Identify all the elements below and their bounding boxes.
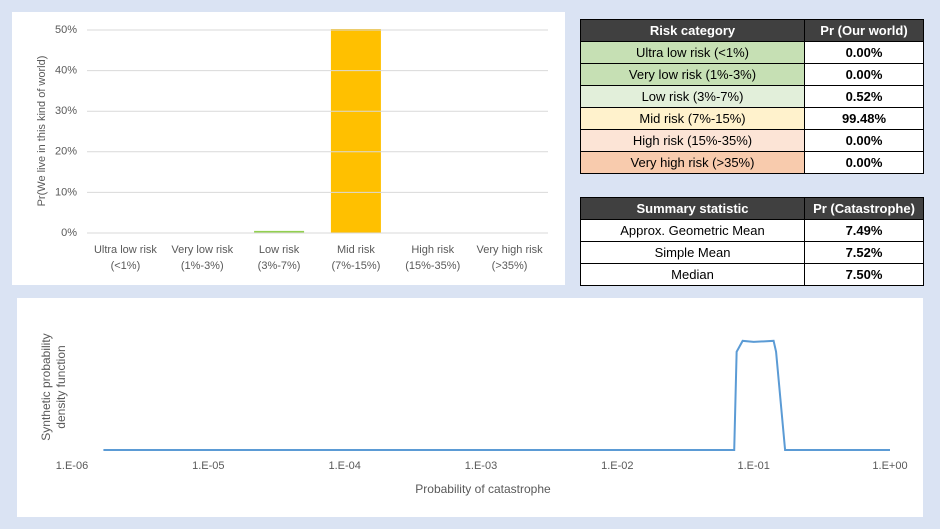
label-cell: Mid risk (7%-15%)	[580, 107, 805, 130]
y-tick-label: 0%	[61, 227, 77, 239]
y-tick-label: 30%	[55, 105, 77, 117]
y-tick-label: 10%	[55, 186, 77, 198]
value-cell: 7.50%	[804, 263, 924, 286]
x-tick-label: 1.E-02	[601, 460, 633, 472]
y-tick-label: 40%	[55, 65, 77, 77]
value-cell: 0.52%	[804, 85, 924, 108]
summary-table: Summary statistic Pr (Catastrophe) Approx.…	[580, 197, 924, 286]
row: Very low risk (1%-3%) 0.00%	[580, 63, 924, 86]
x-tick-label: Very low risk (1%-3%)	[171, 244, 234, 272]
line-panel	[17, 298, 923, 517]
header-cell: Pr (Catastrophe)	[804, 197, 924, 220]
x-tick-label: High risk (15%-35%)	[405, 244, 461, 272]
label-cell: Median	[580, 263, 805, 286]
header-cell: Risk category	[580, 19, 805, 42]
x-tick-label: Mid risk (7%-15%)	[331, 244, 381, 272]
x-tick-label: Ultra low risk (<1%)	[93, 244, 157, 272]
y-tick-label: 20%	[55, 146, 77, 158]
y-tick-label: 50%	[55, 24, 77, 36]
row: Approx. Geometric Mean 7.49%	[580, 219, 924, 242]
header-row: Summary statistic Pr (Catastrophe)	[580, 197, 924, 220]
x-tick-label: 1.E+00	[872, 460, 907, 472]
header-row: Risk category Pr (Our world)	[580, 19, 924, 42]
x-axis-label: Probability of catastrophe	[415, 482, 551, 496]
x-tick-label: 1.E-03	[465, 460, 497, 472]
row: Mid risk (7%-15%) 99.48%	[580, 107, 924, 130]
label-cell: Approx. Geometric Mean	[580, 219, 805, 242]
label-cell: Low risk (3%-7%)	[580, 85, 805, 108]
row: Median 7.50%	[580, 263, 924, 286]
risk-table: Risk category Pr (Our world) Ultra low ris…	[580, 19, 924, 174]
value-cell: 0.00%	[804, 151, 924, 174]
bar	[330, 29, 381, 233]
header-cell: Pr (Our world)	[804, 19, 924, 42]
label-cell: High risk (15%-35%)	[580, 129, 805, 152]
row: Simple Mean 7.52%	[580, 241, 924, 264]
row: Very high risk (>35%) 0.00%	[580, 151, 924, 174]
label-cell: Ultra low risk (<1%)	[580, 41, 805, 64]
x-tick-label: Low risk (3%-7%)	[257, 244, 301, 272]
row: Ultra low risk (<1%) 0.00%	[580, 41, 924, 64]
x-tick-label: 1.E-05	[192, 460, 224, 472]
value-cell: 0.00%	[804, 63, 924, 86]
density-line	[103, 339, 890, 451]
x-tick-label: 1.E-01	[737, 460, 769, 472]
row: High risk (15%-35%) 0.00%	[580, 129, 924, 152]
value-cell: 0.00%	[804, 129, 924, 152]
header-cell: Summary statistic	[580, 197, 805, 220]
x-tick-label: Very high risk (>35%)	[476, 244, 543, 272]
row: Low risk (3%-7%) 0.52%	[580, 85, 924, 108]
x-tick-label: 1.E-04	[328, 460, 360, 472]
value-cell: 0.00%	[804, 41, 924, 64]
label-cell: Very high risk (>35%)	[580, 151, 805, 174]
bar	[254, 230, 305, 233]
value-cell: 7.49%	[804, 219, 924, 242]
label-cell: Very low risk (1%-3%)	[580, 63, 805, 86]
bar-group	[254, 29, 381, 233]
label-cell: Simple Mean	[580, 241, 805, 264]
value-cell: 7.52%	[804, 241, 924, 264]
bar-panel	[12, 12, 565, 285]
value-cell: 99.48%	[804, 107, 924, 130]
y-axis-label: Pr(We live in this kind of world)	[36, 55, 48, 207]
y-axis-label: Synthetic probability density function	[39, 333, 68, 441]
x-tick-label: 1.E-06	[56, 460, 88, 472]
